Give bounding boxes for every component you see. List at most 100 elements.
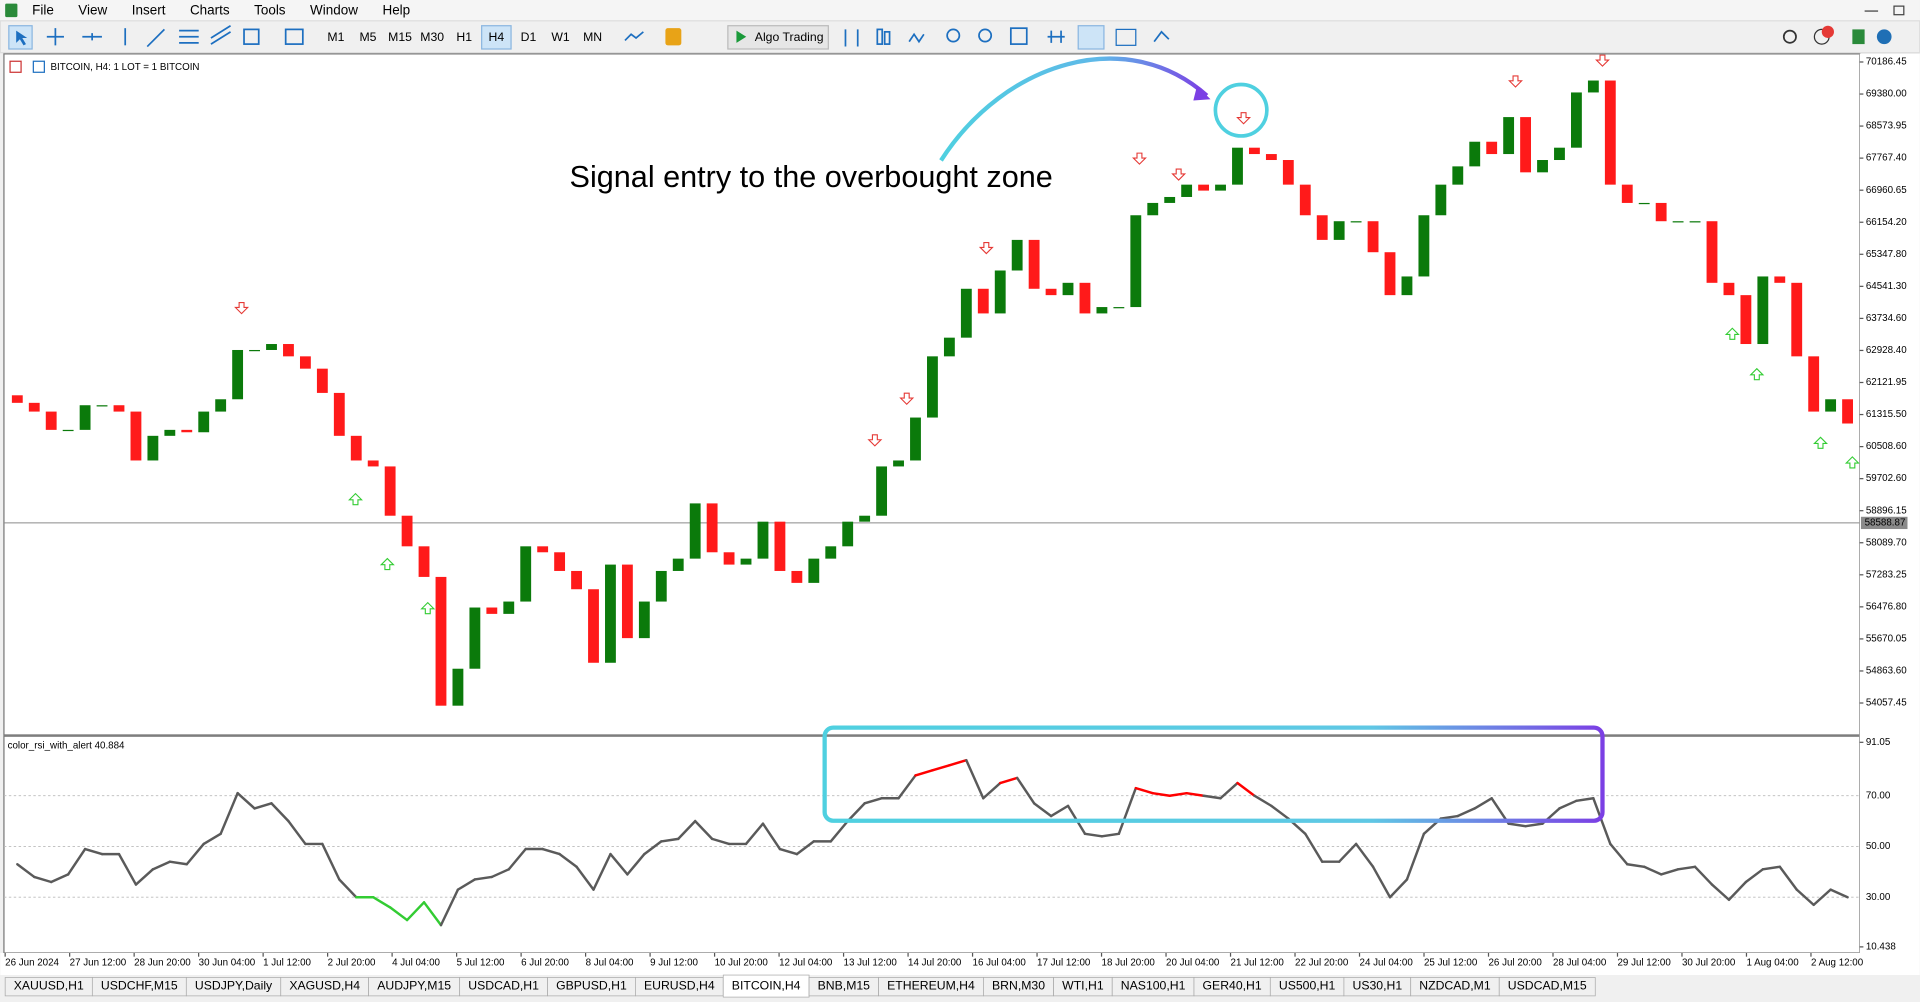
chart-menu-icon[interactable] — [9, 60, 22, 73]
menu-item[interactable]: Tools — [254, 3, 286, 18]
candle-body — [1164, 196, 1176, 203]
tab[interactable] — [1498, 977, 1596, 997]
autoscroll-button[interactable] — [1077, 25, 1105, 50]
rsi-line-segment — [1032, 802, 1053, 818]
window-controls[interactable]: — — [1865, 3, 1879, 18]
rsi-line-segment — [914, 769, 934, 777]
candle-body — [1621, 184, 1633, 203]
candle-body — [1249, 147, 1260, 155]
candle-body — [384, 466, 396, 516]
candle-body — [757, 521, 769, 559]
timeframe-button[interactable]: MN — [583, 30, 602, 44]
chart-trade-icon[interactable] — [32, 60, 45, 73]
candle-body — [1011, 239, 1023, 271]
menu-item[interactable]: Charts — [190, 3, 230, 18]
candle-body — [1469, 141, 1481, 167]
price-tick-label: 66154.20 — [1866, 217, 1907, 228]
indicator-area[interactable] — [3, 735, 1861, 954]
menu-item[interactable]: Insert — [132, 3, 166, 18]
candle-body — [283, 344, 294, 357]
rsi-line-segment — [541, 847, 561, 856]
timeframe-button[interactable]: M5 — [359, 30, 376, 44]
indicator-tick-label: 50.00 — [1866, 841, 1891, 852]
menu-item[interactable]: Help — [382, 3, 410, 18]
rsi-line-segment — [202, 832, 222, 846]
candle-body — [1689, 221, 1701, 223]
candle-body — [910, 417, 921, 461]
current-price-label: 58588.87 — [1865, 518, 1906, 529]
rsi-line-segment — [1354, 842, 1375, 869]
rsi-line-segment — [1388, 878, 1409, 899]
time-tick-label: 20 Jul 04:00 — [1166, 957, 1220, 968]
candle-body — [1079, 282, 1091, 314]
rsi-line-segment — [643, 840, 663, 856]
rsi-line-segment — [693, 819, 714, 841]
buy-signal-arrow — [420, 601, 436, 615]
rsi-line-segment — [1100, 832, 1121, 838]
timeframe-button[interactable]: W1 — [551, 30, 570, 44]
time-tick-label: 29 Jul 12:00 — [1617, 957, 1671, 968]
rsi-line-segment — [338, 878, 358, 899]
tab-label: WTI,H1 — [1062, 978, 1104, 992]
restore-button[interactable] — [1893, 5, 1905, 16]
sell-signal-arrow — [1236, 112, 1252, 125]
candle-body — [588, 589, 599, 663]
rsi-line-segment — [863, 797, 883, 805]
rsi-line-segment — [795, 840, 816, 856]
candle-body — [943, 337, 955, 357]
rsi-line-segment — [744, 822, 765, 846]
tab-label: GBPUSD,H1 — [556, 978, 627, 992]
search-button[interactable] — [1782, 29, 1797, 44]
menu-bar — [0, 0, 1920, 21]
candle-body — [266, 344, 277, 350]
time-tick-label: 4 Jul 04:00 — [392, 957, 440, 968]
market-icon[interactable] — [665, 28, 682, 46]
rsi-line-segment — [1524, 822, 1544, 828]
rsi-line-segment — [33, 875, 53, 884]
rsi-line-segment — [1659, 868, 1680, 876]
time-tick-label: 26 Jun 2024 — [5, 957, 59, 968]
account-button[interactable] — [1876, 29, 1892, 45]
candle-body — [1452, 166, 1464, 185]
candle-body — [232, 349, 244, 400]
timeframe-button[interactable]: H4 — [489, 30, 505, 44]
time-tick-label: 5 Jul 12:00 — [457, 957, 505, 968]
menu-item[interactable]: Window — [310, 3, 358, 18]
time-tick-label: 22 Jul 20:00 — [1295, 957, 1349, 968]
candle-body — [45, 411, 57, 430]
buy-signal-arrow — [1724, 327, 1740, 340]
time-tick-label: 28 Jul 04:00 — [1553, 957, 1607, 968]
price-tick-label: 66960.65 — [1866, 185, 1907, 196]
candle-body — [113, 405, 125, 412]
candle-body — [1740, 295, 1752, 345]
signal-icon[interactable] — [1852, 29, 1865, 45]
candle-body — [893, 460, 904, 467]
timeframe-button[interactable]: M15 — [388, 30, 412, 44]
sell-signal-arrow — [867, 434, 883, 447]
price-tick-label: 60508.60 — [1866, 441, 1907, 452]
rsi-line-segment — [999, 776, 1019, 785]
timeframe-button[interactable]: H1 — [456, 30, 472, 44]
candle-body — [367, 460, 379, 467]
active-timeframe[interactable] — [481, 25, 512, 50]
tab-label: GER40,H1 — [1203, 978, 1262, 992]
rsi-line-segment — [253, 802, 273, 810]
menu-item[interactable]: View — [78, 3, 107, 18]
candle-body — [1723, 282, 1735, 296]
rsi-line-segment — [1083, 832, 1104, 838]
candle-body — [1147, 202, 1159, 216]
algo-trading-button[interactable] — [727, 25, 829, 50]
rsi-line-segment — [287, 819, 307, 846]
timeframe-button[interactable]: M1 — [327, 30, 344, 44]
timeframe-button[interactable]: M30 — [420, 30, 444, 44]
time-tick-label: 10 Jul 20:00 — [715, 957, 769, 968]
screenshot-icon[interactable] — [1115, 28, 1137, 46]
candle-body — [774, 521, 786, 571]
rsi-line-segment — [1642, 865, 1663, 876]
rsi-line-segment — [1829, 888, 1849, 899]
menu-item[interactable]: File — [32, 3, 54, 18]
price-tick-label: 70186.45 — [1866, 57, 1907, 68]
timeframe-button[interactable]: D1 — [521, 30, 537, 44]
rsi-line-segment — [1168, 791, 1188, 797]
notification-badge — [1821, 25, 1834, 38]
